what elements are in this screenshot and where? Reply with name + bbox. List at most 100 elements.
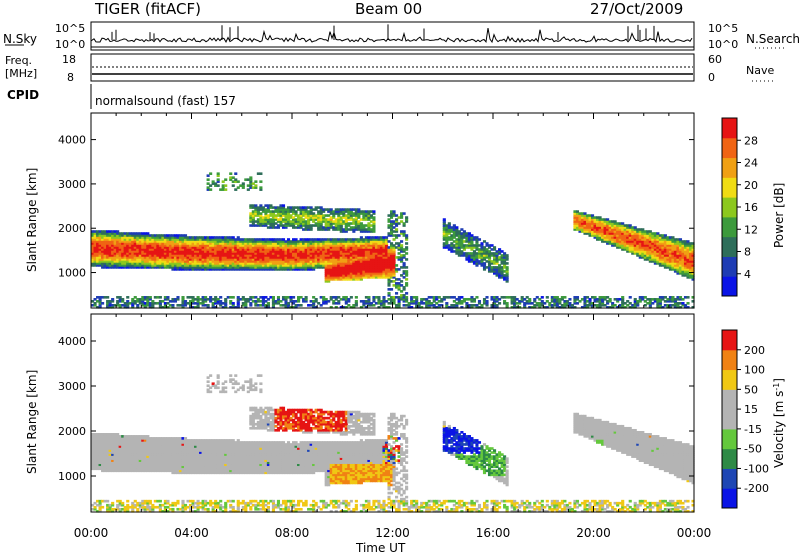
- power-cell: [590, 304, 595, 307]
- power-cell: [249, 216, 253, 219]
- velocity-cell: [91, 457, 95, 460]
- power-cell: [621, 224, 625, 227]
- power-cell: [224, 240, 228, 243]
- power-cell: [470, 260, 474, 263]
- power-cell: [96, 252, 100, 255]
- power-cell: [623, 242, 627, 245]
- power-cell: [656, 300, 660, 303]
- power-colorbar-cell: [722, 236, 737, 257]
- power-cell: [229, 172, 233, 175]
- power-cell: [493, 262, 497, 265]
- velocity-cell: [93, 435, 97, 438]
- power-cell: [503, 252, 507, 255]
- velocity-cell: [111, 509, 115, 513]
- power-cell: [158, 244, 162, 247]
- power-cell: [651, 240, 655, 243]
- power-cell: [384, 274, 389, 277]
- power-cell: [131, 240, 135, 243]
- velocity-cell: [98, 453, 102, 456]
- power-cell: [442, 298, 446, 301]
- power-cell: [302, 214, 306, 217]
- power-cell: [332, 260, 336, 263]
- power-cell: [342, 230, 346, 233]
- power-cell: [362, 274, 366, 277]
- power-cell: [598, 238, 602, 241]
- power-cell: [163, 298, 167, 301]
- power-cell: [289, 224, 293, 227]
- power-cell: [500, 274, 504, 277]
- power-cell: [628, 230, 632, 233]
- power-cell: [357, 216, 361, 219]
- power-cell: [618, 240, 622, 243]
- power-cell: [156, 252, 160, 255]
- power-cell: [332, 246, 336, 249]
- power-cell: [387, 262, 391, 265]
- power-cell: [111, 246, 115, 249]
- power-cell: [395, 218, 399, 221]
- power-cell: [186, 252, 190, 255]
- power-cell: [688, 242, 693, 245]
- power-cell: [196, 264, 200, 267]
- power-cell: [573, 302, 577, 305]
- power-cell: [334, 224, 338, 227]
- power-cell: [663, 304, 667, 307]
- power-cell: [294, 260, 298, 263]
- power-cell: [166, 242, 170, 245]
- power-cell: [123, 238, 127, 241]
- power-cell: [206, 268, 210, 271]
- power-cell: [274, 214, 278, 217]
- power-cell: [339, 242, 343, 245]
- power-cell: [148, 264, 152, 267]
- power-cell: [297, 248, 301, 251]
- power-cell: [259, 204, 263, 207]
- power-cell: [402, 234, 406, 237]
- power-cell: [676, 302, 680, 305]
- power-cell: [344, 298, 348, 301]
- velocity-cell: [106, 449, 110, 452]
- power-cell: [493, 252, 497, 255]
- power-cell: [204, 266, 208, 269]
- power-cell: [588, 302, 592, 305]
- power-cell: [106, 256, 110, 259]
- power-cell: [588, 304, 592, 307]
- power-cell: [369, 236, 373, 239]
- power-cell: [606, 230, 610, 233]
- power-cell: [123, 262, 127, 265]
- power-cell: [347, 298, 351, 301]
- power-cell: [229, 178, 233, 181]
- power-cell: [219, 240, 223, 243]
- power-cell: [590, 220, 595, 223]
- power-cell: [357, 272, 361, 275]
- power-cell: [161, 250, 165, 253]
- power-cell: [334, 240, 338, 243]
- power-cell: [246, 244, 250, 247]
- power-cell: [661, 254, 665, 257]
- power-cell: [573, 226, 577, 229]
- power-cell: [372, 222, 376, 225]
- power-cell: [334, 258, 338, 261]
- power-cell: [357, 226, 361, 229]
- power-cell: [156, 240, 160, 243]
- power-cell: [596, 220, 600, 223]
- power-cell: [339, 258, 343, 261]
- power-cell: [274, 206, 278, 209]
- power-cell: [379, 256, 384, 259]
- power-cell: [395, 304, 399, 307]
- power-cell: [593, 232, 597, 235]
- power-cell: [98, 258, 102, 261]
- power-cell: [588, 214, 592, 217]
- power-cell: [128, 262, 132, 265]
- power-cell: [565, 300, 569, 303]
- power-cell: [636, 246, 640, 249]
- power-cell: [633, 250, 637, 253]
- power-cell: [186, 244, 190, 247]
- power-cell: [495, 260, 499, 263]
- power-cell: [580, 218, 585, 221]
- power-cell: [292, 208, 296, 211]
- power-cell: [294, 254, 298, 257]
- power-cell: [354, 216, 358, 219]
- power-cell: [337, 208, 341, 211]
- velocity-cell: [103, 433, 107, 436]
- power-cell: [246, 264, 250, 267]
- power-cell: [621, 248, 625, 251]
